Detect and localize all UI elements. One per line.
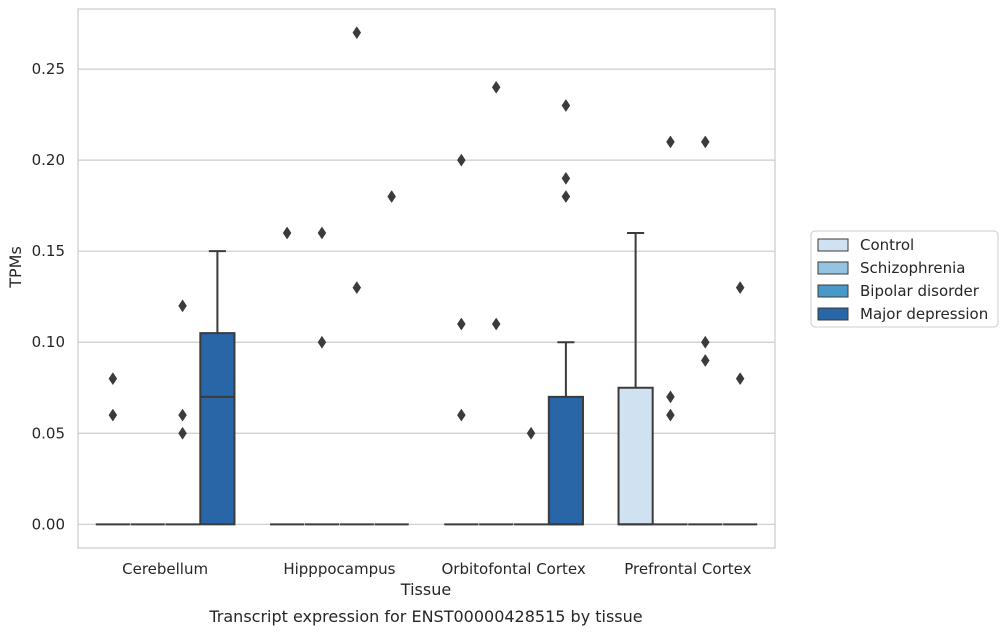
outlier-point [457, 408, 466, 422]
outlier-point [526, 426, 536, 440]
box-hipppocampus-schizophrenia [304, 226, 340, 526]
plot-area-frame [77, 8, 776, 549]
y-tick-label: 0.20 [32, 151, 65, 169]
x-tick-label: Prefrontal Cortex [624, 560, 751, 578]
y-axis-ticks: 0.00 0.05 0.10 0.15 0.20 0.25 [32, 60, 65, 533]
legend: Control Schizophrenia Bipolar disorder Majo… [810, 230, 999, 328]
box-prefrontal-cortex-control [617, 231, 654, 526]
box-orbitofontal-cortex-schizophrenia [479, 80, 514, 526]
legend-label: Schizophrenia [860, 259, 965, 277]
outlier-point [108, 372, 118, 386]
box-body [199, 332, 236, 526]
outlier-point [178, 408, 187, 422]
box-cerebellum-bipolar-disorder [165, 299, 200, 526]
y-tick-label: 0.05 [32, 424, 65, 442]
legend-swatch [817, 261, 849, 275]
box-prefrontal-cortex-schizophrenia [653, 135, 688, 526]
outlier-point [491, 317, 501, 331]
outlier-point [735, 281, 745, 295]
y-tick-label: 0.10 [32, 333, 65, 351]
outlier-point [666, 135, 675, 149]
outlier-point [666, 408, 675, 422]
box-plot-marks [95, 26, 758, 526]
outlier-point [491, 80, 501, 94]
outlier-point [178, 299, 187, 313]
outlier-point [317, 226, 327, 240]
outlier-point [108, 408, 118, 422]
outlier-point [282, 226, 292, 240]
legend-label: Major depression [860, 305, 988, 323]
box-hipppocampus-major-depression [374, 190, 409, 526]
y-axis-title: TPMs [6, 246, 25, 289]
outlier-point [700, 135, 710, 149]
outlier-point [700, 335, 710, 349]
box-body [617, 386, 654, 526]
outlier-point [561, 171, 571, 185]
box-orbitofontal-cortex-major-depression [547, 99, 584, 526]
outlier-point [317, 335, 327, 349]
outlier-point [561, 99, 571, 112]
box-prefrontal-cortex-major-depression [723, 281, 758, 526]
figure-caption: Transcript expression for ENST0000042851… [208, 607, 642, 626]
x-axis-title: Tissue [400, 580, 451, 599]
y-tick-label: 0.25 [32, 60, 65, 78]
x-axis-ticks: Cerebellum Hipppocampus Orbitofontal Corte… [122, 560, 751, 578]
box-prefrontal-cortex-bipolar-disorder [688, 135, 723, 526]
y-tick-label: 0.00 [32, 515, 65, 533]
legend-label: Control [860, 236, 914, 254]
legend-swatch [817, 238, 849, 252]
x-tick-label: Orbitofontal Cortex [442, 560, 586, 578]
outlier-point [735, 372, 745, 386]
x-tick-label: Cerebellum [122, 560, 208, 578]
outlier-point [352, 281, 362, 295]
legend-swatch [817, 284, 849, 298]
outlier-point [178, 426, 187, 440]
box-orbitofontal-cortex-bipolar-disorder [513, 426, 549, 526]
outlier-point [457, 153, 466, 167]
box-body [547, 395, 584, 526]
legend-swatch [817, 307, 849, 321]
box-hipppocampus-control [270, 226, 305, 526]
x-tick-label: Hipppocampus [283, 560, 395, 578]
outlier-point [561, 190, 571, 204]
legend-label: Bipolar disorder [860, 282, 980, 300]
box-orbitofontal-cortex-control [444, 153, 479, 526]
box-cerebellum-major-depression [199, 250, 236, 526]
outlier-point [457, 317, 466, 331]
outlier-point [352, 26, 362, 40]
box-cerebellum-control [95, 372, 130, 526]
outlier-point [666, 390, 675, 404]
legend-frame [810, 230, 999, 328]
outlier-point [387, 190, 396, 204]
outlier-point [700, 353, 710, 367]
y-tick-label: 0.15 [32, 242, 65, 260]
box-hipppocampus-bipolar-disorder [339, 26, 374, 526]
